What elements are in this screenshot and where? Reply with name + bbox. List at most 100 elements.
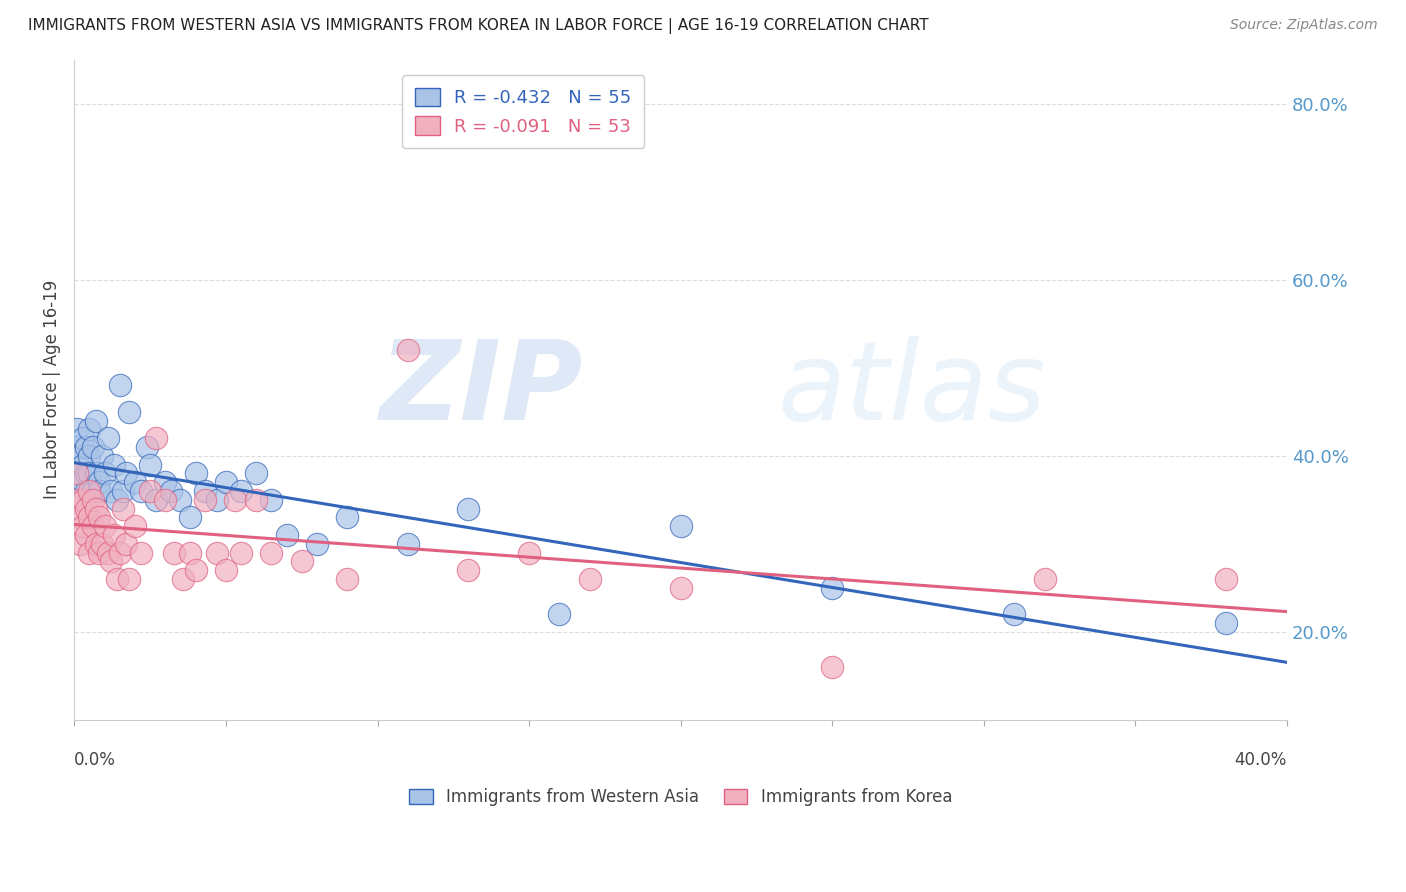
Point <box>245 467 267 481</box>
Point <box>155 492 177 507</box>
Y-axis label: In Labor Force | Age 16-19: In Labor Force | Age 16-19 <box>44 280 60 500</box>
Point <box>160 483 183 498</box>
Point <box>336 510 359 524</box>
Text: ZIP: ZIP <box>380 336 583 443</box>
Point <box>103 528 125 542</box>
Legend: Immigrants from Western Asia, Immigrants from Korea: Immigrants from Western Asia, Immigrants… <box>402 781 959 813</box>
Point <box>82 440 104 454</box>
Point <box>93 467 115 481</box>
Point <box>155 475 177 490</box>
Point <box>194 492 217 507</box>
Point <box>124 475 146 490</box>
Point <box>69 449 91 463</box>
Point <box>84 467 107 481</box>
Point <box>669 581 692 595</box>
Point <box>79 483 101 498</box>
Point <box>224 492 246 507</box>
Point <box>215 563 238 577</box>
Point <box>139 458 162 472</box>
Point <box>129 483 152 498</box>
Point <box>69 510 91 524</box>
Text: IMMIGRANTS FROM WESTERN ASIA VS IMMIGRANTS FROM KOREA IN LABOR FORCE | AGE 16-19: IMMIGRANTS FROM WESTERN ASIA VS IMMIGRAN… <box>28 18 929 34</box>
Point <box>79 422 101 436</box>
Point <box>97 431 120 445</box>
Point <box>84 414 107 428</box>
Point <box>93 519 115 533</box>
Point <box>79 449 101 463</box>
Point <box>87 510 110 524</box>
Point <box>75 467 97 481</box>
Point <box>517 546 540 560</box>
Point <box>669 519 692 533</box>
Point <box>105 572 128 586</box>
Point <box>821 660 844 674</box>
Point <box>69 467 91 481</box>
Point <box>260 546 283 560</box>
Point <box>457 563 479 577</box>
Point <box>205 492 228 507</box>
Point <box>172 572 194 586</box>
Point <box>84 501 107 516</box>
Point <box>291 554 314 568</box>
Point <box>260 492 283 507</box>
Point <box>66 467 89 481</box>
Text: Source: ZipAtlas.com: Source: ZipAtlas.com <box>1230 18 1378 32</box>
Point <box>129 546 152 560</box>
Point <box>79 467 101 481</box>
Point <box>90 449 112 463</box>
Point <box>1002 607 1025 622</box>
Point <box>115 467 138 481</box>
Point <box>245 492 267 507</box>
Point <box>82 492 104 507</box>
Point <box>97 546 120 560</box>
Text: 0.0%: 0.0% <box>75 750 117 769</box>
Point <box>305 537 328 551</box>
Point <box>103 458 125 472</box>
Point <box>66 440 89 454</box>
Point <box>115 537 138 551</box>
Point <box>105 492 128 507</box>
Point <box>87 483 110 498</box>
Point <box>396 537 419 551</box>
Point <box>1215 572 1237 586</box>
Point <box>276 528 298 542</box>
Point <box>75 440 97 454</box>
Point <box>548 607 571 622</box>
Point <box>111 501 134 516</box>
Point <box>75 483 97 498</box>
Point <box>194 483 217 498</box>
Point <box>396 343 419 358</box>
Point <box>215 475 238 490</box>
Point <box>75 501 97 516</box>
Point <box>66 492 89 507</box>
Point <box>821 581 844 595</box>
Point <box>108 378 131 392</box>
Point <box>169 492 191 507</box>
Point <box>118 405 141 419</box>
Point <box>79 510 101 524</box>
Text: atlas: atlas <box>778 336 1046 443</box>
Point <box>1033 572 1056 586</box>
Point <box>179 510 201 524</box>
Point <box>1215 616 1237 631</box>
Point <box>118 572 141 586</box>
Point <box>184 563 207 577</box>
Point <box>87 475 110 490</box>
Point <box>82 519 104 533</box>
Point <box>90 537 112 551</box>
Point <box>72 475 94 490</box>
Point <box>72 431 94 445</box>
Point <box>75 528 97 542</box>
Point <box>229 546 252 560</box>
Point <box>457 501 479 516</box>
Point <box>72 458 94 472</box>
Point <box>205 546 228 560</box>
Point <box>145 492 167 507</box>
Point <box>145 431 167 445</box>
Point <box>69 537 91 551</box>
Point <box>136 440 159 454</box>
Point <box>82 483 104 498</box>
Point <box>124 519 146 533</box>
Point <box>84 537 107 551</box>
Point <box>578 572 600 586</box>
